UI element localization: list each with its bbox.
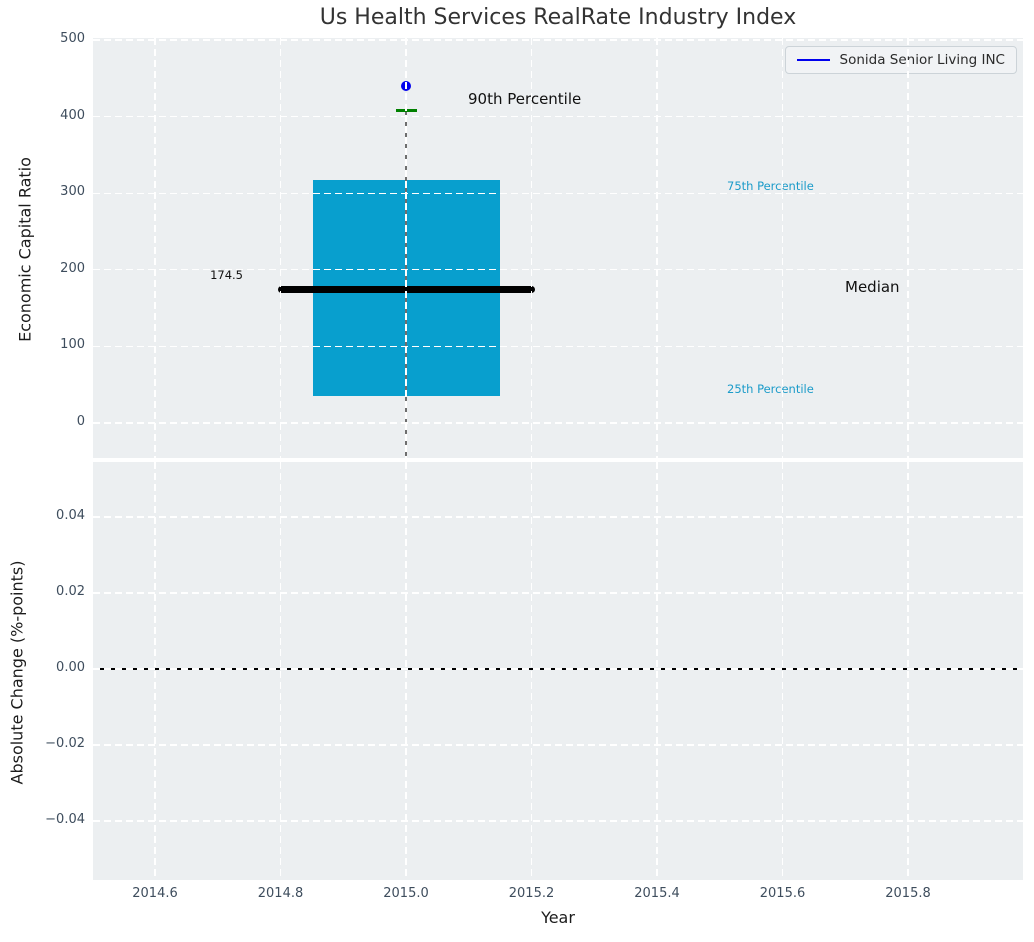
- y-tick-label: 200: [60, 260, 85, 276]
- annotation-75th-percentile: 75th Percentile: [727, 179, 814, 194]
- y-tick-label: 300: [60, 184, 85, 200]
- gridline-vertical: [656, 38, 658, 458]
- gridline-horizontal: [93, 592, 1023, 594]
- gridline-vertical: [405, 462, 407, 880]
- y-tick-label: 0: [76, 414, 85, 429]
- gridline-vertical: [781, 462, 784, 880]
- y-tick-label: 0.00: [56, 660, 85, 675]
- axes-economic-capital-ratio: 90th Percentile 75th Percentile Median 2…: [93, 38, 1023, 458]
- gridline-vertical: [907, 38, 909, 458]
- gridline-vertical: [405, 38, 407, 458]
- y-tick-label: −0.02: [45, 736, 85, 751]
- x-tick-label: 2015.4: [634, 886, 680, 901]
- gridline-horizontal: [93, 192, 1023, 194]
- x-tick-label: 2014.6: [132, 886, 178, 901]
- gridline-vertical: [781, 38, 784, 458]
- gridline-vertical: [154, 38, 156, 458]
- legend-line-swatch: [796, 58, 830, 62]
- x-tick-label: 2015.6: [759, 886, 806, 901]
- gridline-horizontal: [93, 39, 1023, 41]
- x-tick-label: 2015.2: [508, 886, 555, 901]
- annotation-median-value: 174.5: [210, 268, 243, 283]
- ylabel-economic-capital-ratio: Economic Capital Ratio: [15, 157, 35, 342]
- xlabel-year: Year: [541, 908, 575, 927]
- gridline-horizontal: [93, 269, 1023, 271]
- gridline-horizontal: [93, 516, 1023, 518]
- gridline-vertical: [530, 462, 533, 880]
- annotation-25th-percentile: 25th Percentile: [727, 382, 814, 397]
- gridline-horizontal: [93, 820, 1023, 822]
- chart-title: Us Health Services RealRate Industry Ind…: [319, 5, 797, 30]
- y-tick-label: 100: [60, 337, 85, 353]
- annotation-median: Median: [845, 278, 900, 297]
- annotation-90th-percentile: 90th Percentile: [468, 90, 582, 109]
- gridline-vertical: [154, 462, 156, 880]
- x-tick-label: 2015.8: [885, 886, 931, 901]
- legend-label: Sonida Senior Living INC: [839, 52, 1006, 68]
- x-tick-label: 2014.8: [257, 886, 304, 901]
- y-tick-label: 0.02: [56, 584, 85, 599]
- gridline-vertical: [530, 38, 533, 458]
- gridline-horizontal: [93, 668, 1023, 670]
- gridline-horizontal: [93, 345, 1023, 348]
- gridline-horizontal: [93, 422, 1023, 424]
- legend: Sonida Senior Living INC: [784, 46, 1017, 74]
- y-tick-label: 400: [60, 107, 85, 123]
- y-tick-label: 500: [60, 31, 85, 46]
- y-tick-label: 0.04: [56, 508, 85, 523]
- y-tick-label: −0.04: [45, 812, 85, 827]
- gridline-horizontal: [93, 744, 1023, 746]
- gridline-horizontal: [93, 115, 1023, 118]
- gridline-vertical: [279, 462, 282, 880]
- gridline-vertical: [656, 462, 658, 880]
- axes-absolute-change: [93, 462, 1023, 880]
- gridline-vertical: [907, 462, 909, 880]
- x-tick-label: 2015.0: [383, 886, 429, 901]
- gridline-vertical: [279, 38, 282, 458]
